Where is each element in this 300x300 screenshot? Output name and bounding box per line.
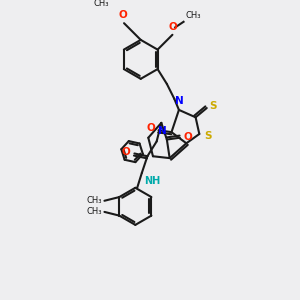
Text: O: O [184, 132, 192, 142]
Text: N: N [175, 96, 183, 106]
Text: O: O [122, 147, 131, 157]
Text: N: N [158, 126, 167, 136]
Text: CH₃: CH₃ [86, 196, 102, 205]
Text: CH₃: CH₃ [86, 207, 102, 216]
Text: S: S [209, 101, 217, 111]
Text: NH: NH [144, 176, 160, 186]
Text: O: O [119, 11, 128, 20]
Text: S: S [204, 131, 212, 141]
Text: O: O [146, 123, 155, 134]
Text: O: O [169, 22, 178, 32]
Text: CH₃: CH₃ [185, 11, 201, 20]
Text: CH₃: CH₃ [94, 0, 109, 8]
